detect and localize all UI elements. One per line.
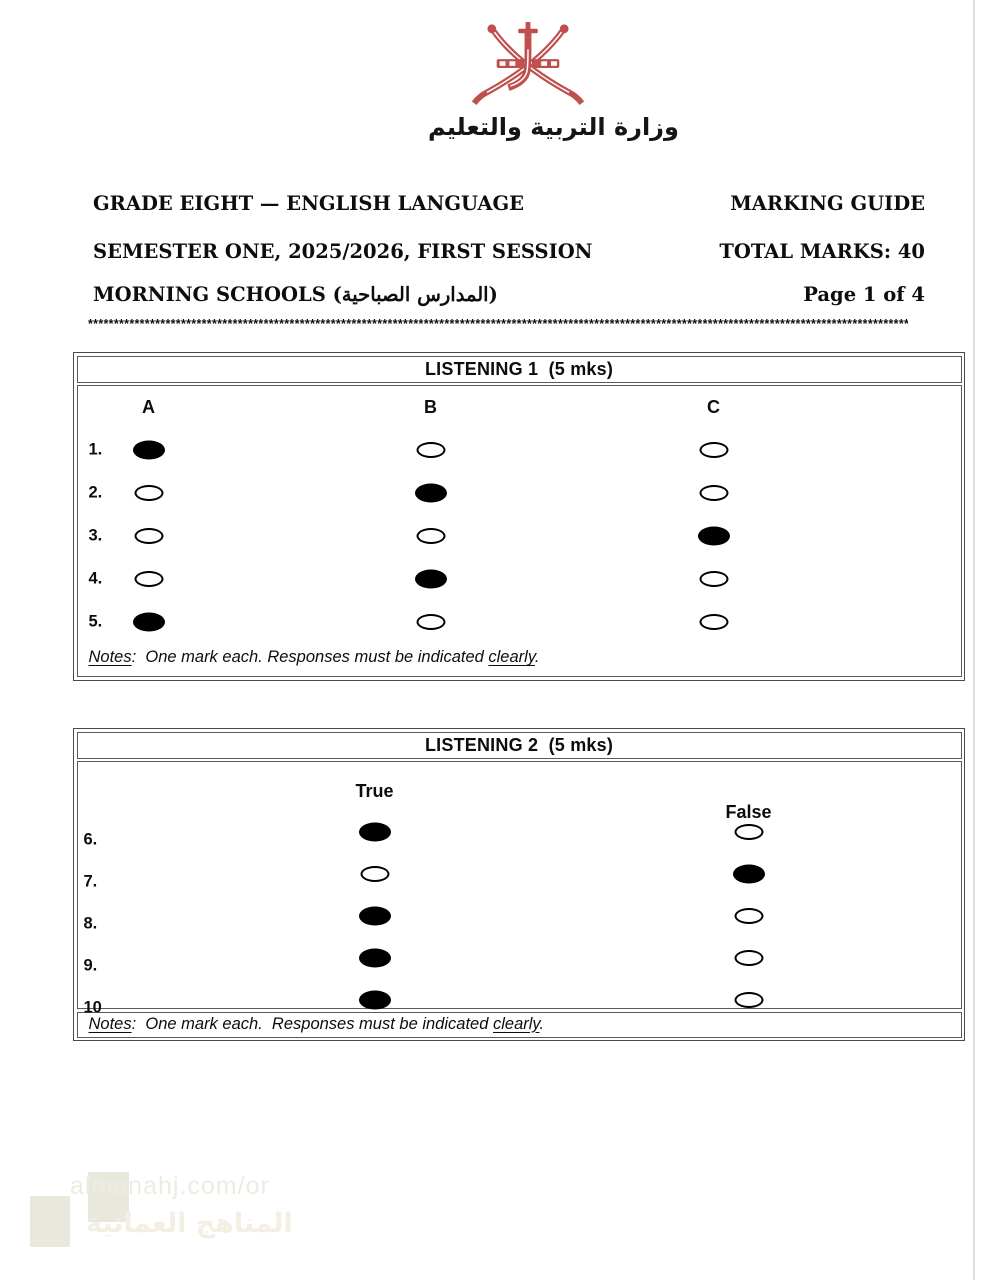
column-header-a: A	[142, 397, 155, 417]
column-header-true: True	[355, 781, 394, 801]
scan-edge-line	[973, 0, 975, 1280]
answer-oval-filled	[358, 948, 391, 968]
notes-text: One mark each. Responses must be indicat…	[145, 648, 489, 666]
notes-separator: :	[131, 648, 146, 666]
notes-underlined-word: clearly	[492, 1014, 540, 1033]
watermark-site-name-arabic: المناهج العمانية	[86, 1208, 293, 1239]
answer-oval-empty	[734, 908, 763, 924]
watermark-block	[88, 1172, 129, 1222]
answer-oval-empty	[416, 614, 445, 630]
semester-session: SEMESTER ONE, 2025/2026, FIRST SESSION	[93, 240, 593, 263]
question-number: 6.	[83, 830, 98, 849]
listening1-title: LISTENING 1 (5 mks)	[76, 355, 962, 383]
answer-oval-filled	[732, 864, 765, 884]
page-number: Page 1 of 4	[803, 283, 925, 306]
oman-emblem-icon	[471, 21, 585, 105]
notes-underlined-word: clearly	[488, 648, 535, 666]
notes-period: .	[539, 1014, 545, 1033]
answer-oval-filled	[358, 906, 391, 926]
answer-oval-empty	[699, 614, 728, 630]
answer-row: 7.	[78, 856, 961, 892]
ministry-name-arabic: وزارة التربية والتعليم	[428, 113, 679, 141]
column-header-b: B	[424, 397, 437, 417]
question-number: 10	[83, 998, 102, 1017]
question-number: 9.	[83, 956, 98, 975]
answer-oval-empty	[734, 950, 763, 966]
question-number: 7.	[83, 872, 98, 891]
notes-text: One mark each. Responses must be indicat…	[145, 1014, 493, 1033]
question-number: 1.	[88, 440, 103, 459]
answer-oval-filled	[358, 990, 391, 1010]
listening1-table: LISTENING 1 (5 mks) Notes: One mark each…	[73, 352, 965, 681]
answer-row: 4.	[78, 561, 961, 597]
listening2-notes: Notes: One mark each. Responses must be …	[76, 1011, 962, 1038]
listening2-title: LISTENING 2 (5 mks)	[76, 731, 962, 759]
answer-row: 10	[78, 982, 961, 1018]
document-type: MARKING GUIDE	[730, 192, 925, 215]
answer-oval-empty	[416, 528, 445, 544]
answer-oval-empty	[134, 485, 163, 501]
answer-oval-empty	[699, 442, 728, 458]
total-marks: TOTAL MARKS: 40	[719, 240, 925, 263]
header-row-3: MORNING SCHOOLS (المدارس الصباحية) Page …	[93, 283, 925, 306]
answer-oval-filled	[132, 440, 165, 460]
header-row-1: GRADE EIGHT — ENGLISH LANGUAGE MARKING G…	[93, 192, 925, 215]
column-header-c: C	[707, 397, 720, 417]
notes-label: Notes	[88, 648, 132, 666]
answer-oval-filled	[358, 822, 391, 842]
answer-oval-empty	[416, 442, 445, 458]
answer-oval-empty	[699, 485, 728, 501]
answer-oval-empty	[699, 571, 728, 587]
answer-row: 9.	[78, 940, 961, 976]
question-number: 8.	[83, 914, 98, 933]
answer-oval-filled	[132, 612, 165, 632]
answer-row: 1.	[78, 432, 961, 468]
column-header-false: False	[725, 802, 772, 822]
answer-oval-filled	[414, 569, 447, 589]
question-number: 4.	[88, 569, 103, 588]
question-number: 5.	[88, 612, 103, 631]
answer-oval-empty	[734, 824, 763, 840]
answer-oval-empty	[134, 528, 163, 544]
separator-line: ****************************************…	[88, 317, 908, 331]
answer-row: 5.	[78, 604, 961, 640]
notes-period: .	[534, 648, 540, 666]
column-header-row: True False	[78, 779, 961, 822]
answer-oval-filled	[414, 483, 447, 503]
watermark-block	[30, 1196, 70, 1247]
listening1-notes: Notes: One mark each. Responses must be …	[89, 648, 540, 667]
notes-label: Notes	[88, 1014, 132, 1033]
notes-separator: :	[131, 1014, 146, 1033]
answer-row: 2.	[78, 475, 961, 511]
exam-title: GRADE EIGHT — ENGLISH LANGUAGE	[93, 192, 525, 215]
answer-oval-empty	[134, 571, 163, 587]
ministry-logo: وزارة التربية والتعليم	[428, 16, 679, 141]
answer-oval-empty	[360, 866, 389, 882]
answer-oval-filled	[697, 526, 730, 546]
answer-row: 6.	[78, 814, 961, 850]
school-shift: MORNING SCHOOLS (المدارس الصباحية)	[93, 283, 498, 306]
column-header-row: A B C	[78, 395, 961, 419]
question-number: 3.	[88, 526, 103, 545]
listening1-body: Notes: One mark each. Responses must be …	[76, 385, 962, 677]
answer-oval-empty	[734, 992, 763, 1008]
listening2-table: LISTENING 2 (5 mks) True False 6. 7. 8. 9. 10 …	[73, 728, 965, 1041]
header-row-2: SEMESTER ONE, 2025/2026, FIRST SESSION T…	[93, 240, 925, 263]
answer-row: 8.	[78, 898, 961, 934]
question-number: 2.	[88, 483, 103, 502]
watermark-url-text: almanahj.com/or	[70, 1172, 270, 1200]
listening2-body: True False 6. 7. 8. 9. 10	[76, 761, 962, 1017]
answer-row: 3.	[78, 518, 961, 554]
